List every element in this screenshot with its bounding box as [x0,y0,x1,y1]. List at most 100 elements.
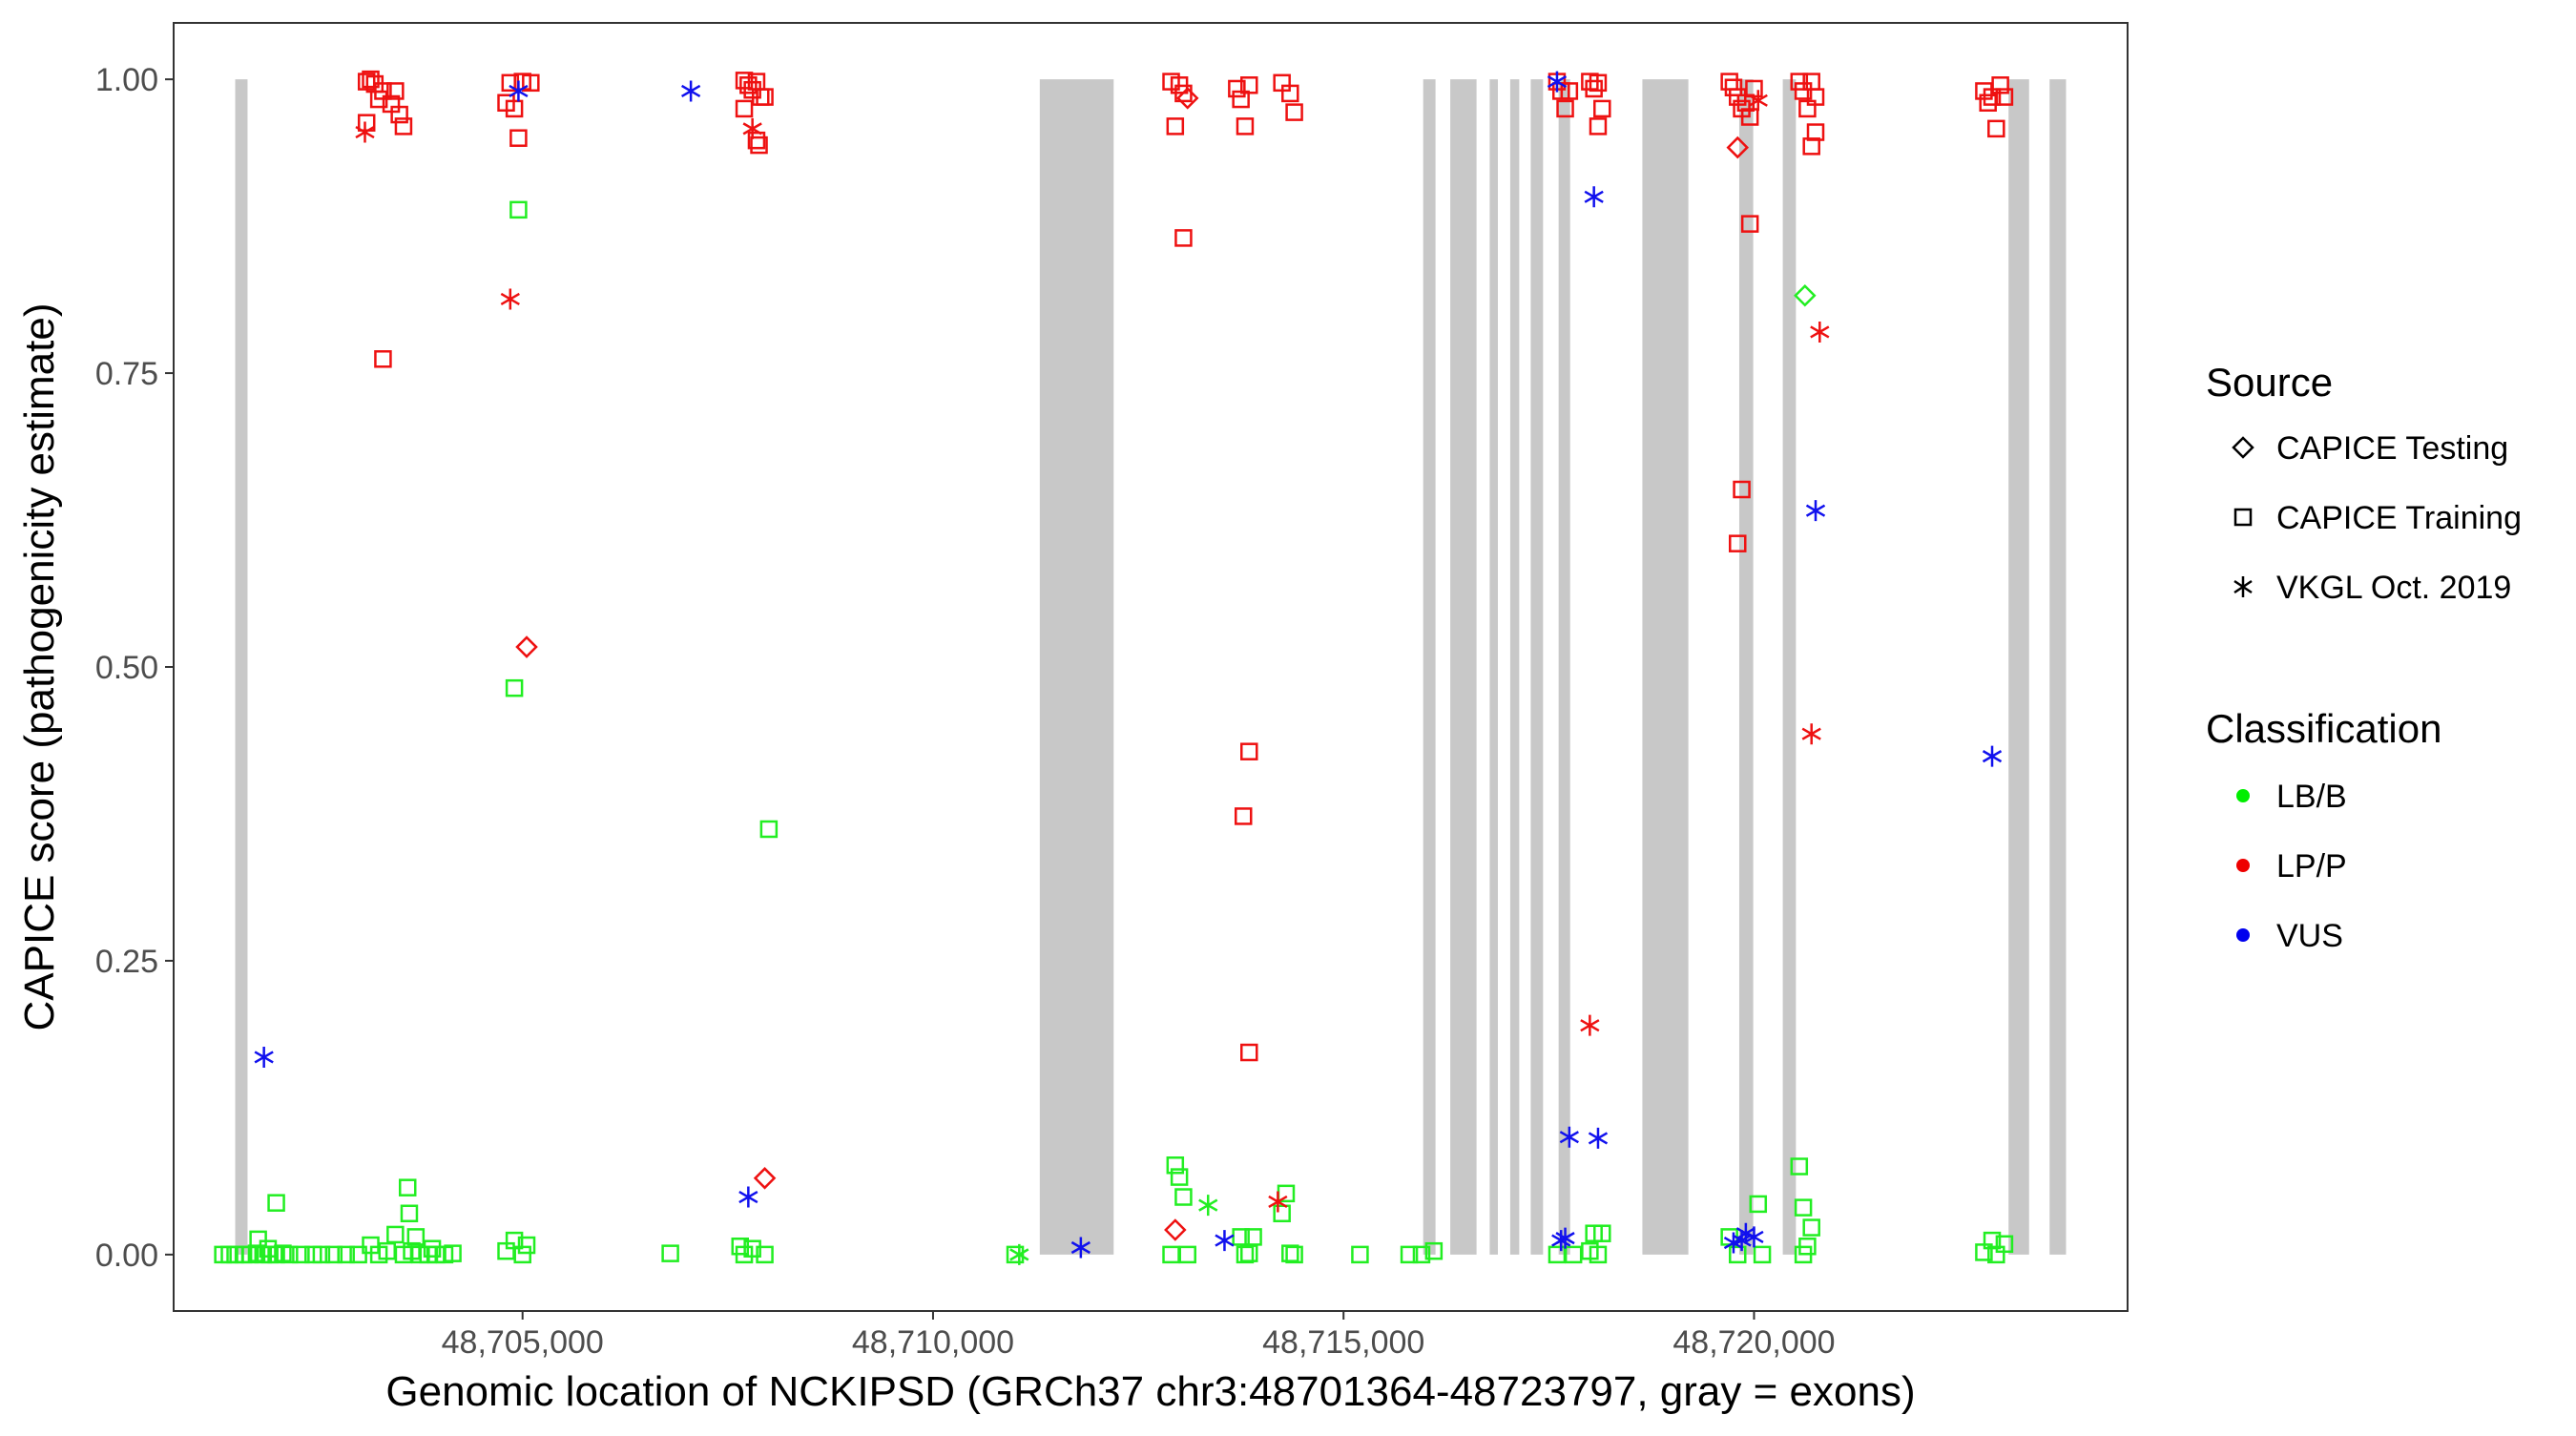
data-point-square-marker [1178,1245,1196,1264]
data-point-square-marker [1740,215,1759,233]
data-point-square-marker [444,1244,462,1262]
exon-band [2049,79,2067,1255]
data-point-square-marker [1806,123,1825,141]
data-point-square-marker [406,1228,426,1246]
data-point-square-marker [1166,1156,1185,1175]
data-point-asterisk-marker [1805,500,1826,522]
legend-square-icon [2233,508,2253,527]
data-point-square-marker [398,1178,417,1197]
data-point-square-marker [1991,76,2009,94]
data-point-diamond-marker [1794,283,1817,307]
data-point-square-marker [1745,79,1763,98]
exon-band [2008,79,2029,1255]
legend-title-source: Source [2206,360,2333,405]
legend-key-capice-testing: CAPICE Testing [2232,430,2508,467]
data-point-square-marker [1006,1245,1025,1264]
data-point-square-marker [517,1236,536,1255]
data-point-square-marker [1240,76,1258,94]
y-tick-label: 1.00 [95,62,158,98]
data-point-square-marker [1724,78,1743,96]
data-point-asterisk-marker [1547,71,1568,93]
data-point-square-marker [394,117,413,135]
data-point-square-marker [1400,1245,1419,1264]
data-point-asterisk-marker [1801,723,1821,745]
data-point-square-marker [386,1225,405,1244]
y-tick-label: 0.50 [95,650,158,686]
data-point-asterisk-marker [680,80,701,102]
data-point-square-marker [1234,807,1253,825]
data-point-square-marker [747,131,766,150]
data-point-asterisk-marker [355,121,375,143]
exon-band [1039,79,1114,1255]
data-point-square-marker [324,1245,343,1264]
data-point-square-marker [390,105,408,124]
data-point-asterisk-marker [1559,1126,1579,1148]
exon-bands [235,79,2067,1255]
legend-label-vkgl: VKGL Oct. 2019 [2276,570,2511,606]
data-point-square-marker [1170,1168,1189,1186]
y-axis-title: CAPICE score (pathogenicity estimate) [16,303,63,1031]
data-point-square-marker [1802,1218,1820,1237]
data-point-square-marker [349,1245,367,1264]
exon-band [1642,79,1689,1255]
data-point-square-marker [374,350,392,368]
data-point-square-marker [1560,82,1579,100]
data-point-square-marker [1240,1043,1258,1062]
data-point-asterisk-marker [1748,90,1768,112]
data-point-square-marker [337,1245,355,1264]
exon-band [1423,79,1436,1255]
exon-band [1782,79,1797,1255]
exon-band [235,79,248,1255]
data-point-square-marker [1589,73,1608,93]
legend-label-capice-testing: CAPICE Testing [2276,430,2508,467]
data-point-square-marker [1174,1188,1193,1206]
data-point-square-marker [400,1204,419,1223]
axes: 0.00 0.25 0.50 0.75 1.00 48,705,000 48,710,000… [95,62,1836,1361]
data-point-square-marker [522,73,540,93]
data-point-square-marker [1273,1204,1291,1223]
legend-label-lbb: LB/B [2276,779,2347,815]
legend-key-lbb: LB/B [2236,779,2347,815]
data-point-asterisk-marker [1588,1127,1609,1149]
data-point-asterisk-marker [1580,1014,1600,1036]
data-point-square-marker [1236,117,1255,135]
y-tick-label: 0.25 [95,944,158,980]
data-point-asterisk-marker [1215,1230,1235,1252]
data-point-square-marker [1412,1245,1431,1264]
data-point-square-marker [259,1239,278,1258]
data-point-square-marker [1733,480,1751,499]
data-point-diamond-marker [1726,135,1750,159]
legend-label-lpp: LP/P [2276,848,2347,884]
data-point-square-marker [509,129,528,147]
legend-label-vus: VUS [2276,918,2343,954]
data-point-asterisk-marker [254,1046,274,1068]
exon-band [1450,79,1477,1255]
data-point-asterisk-marker [1070,1237,1091,1259]
data-points [214,70,2014,1265]
data-point-square-marker [1593,99,1611,118]
data-point-diamond-marker [1175,87,1199,110]
data-point-square-marker [1794,1198,1813,1217]
legend-diamond-icon [2232,436,2254,459]
legend-dot-lbb [2236,789,2250,802]
data-point-square-marker [1794,1245,1813,1264]
legend-dot-vus [2236,928,2250,942]
data-point-square-marker [1236,1245,1255,1264]
data-point-asterisk-marker [1268,1191,1288,1213]
data-point-asterisk-marker [1744,1226,1764,1248]
data-point-square-marker [505,678,524,697]
data-point-square-marker [1790,73,1809,91]
data-point-asterisk-marker [1009,1243,1029,1265]
data-point-square-marker [1285,1245,1303,1264]
legend-label-capice-training: CAPICE Training [2276,500,2522,536]
data-point-asterisk-marker [1732,1230,1752,1252]
data-point-square-marker [1174,229,1193,247]
data-point-square-marker [756,88,774,106]
data-point-square-marker [1240,742,1258,760]
data-point-square-marker [1987,1245,2005,1264]
data-point-square-marker [1729,1245,1747,1264]
x-tick-label: 48,705,000 [442,1324,604,1361]
legend-key-vkgl: VKGL Oct. 2019 [2233,570,2511,606]
